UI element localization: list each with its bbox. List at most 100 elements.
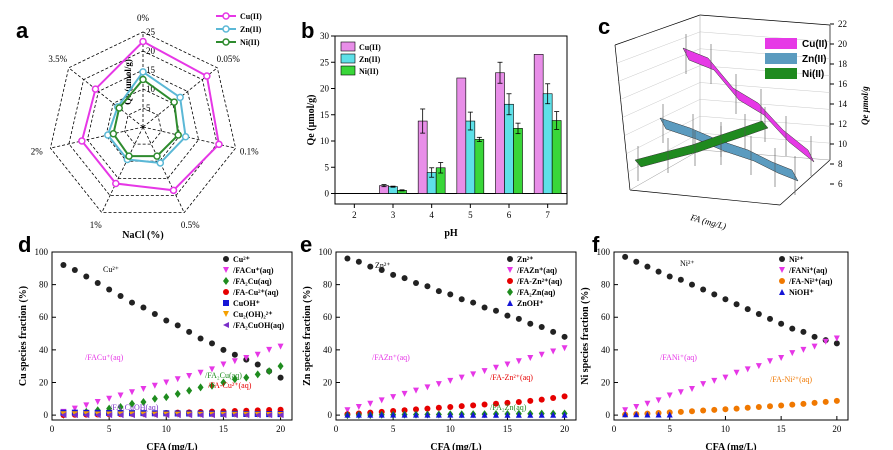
data-point (220, 361, 227, 368)
legend-swatch (765, 38, 797, 49)
y-tick-label: 100 (597, 247, 611, 257)
data-point (833, 335, 840, 342)
legend-swatch (340, 65, 356, 76)
scatter-chart-d: 0 5 10 15 20 0 20 40 60 80 100 CFA (mg/L) Cu species… (18, 247, 293, 450)
x-axis-label: CFA (mg/L) (430, 442, 481, 450)
panel-label-d: d (18, 232, 31, 257)
3d-line-chart-c: 6 8 10 12 14 16 18 20 22 Qe μmol/g FA (mg/L) Cu(II)… (614, 14, 870, 231)
y-tick-label: 80 (39, 280, 49, 290)
bar (504, 103, 514, 194)
data-point (94, 412, 101, 419)
y-tick-label: 20 (39, 377, 49, 387)
data-point (677, 408, 684, 415)
data-point (435, 404, 442, 411)
data-point (231, 375, 238, 384)
x-tick-label: 0 (334, 424, 339, 434)
data-point (401, 407, 408, 414)
data-point (470, 402, 477, 409)
data-point (481, 411, 488, 418)
radar-axis-label: 1% (90, 220, 103, 230)
data-point (677, 389, 684, 396)
data-point (711, 291, 718, 298)
data-point (800, 346, 807, 353)
z-tick-label: 6 (838, 179, 843, 189)
data-point (507, 256, 513, 262)
data-point (644, 411, 651, 418)
data-point (344, 407, 351, 414)
data-point (413, 411, 419, 418)
legend-label: Zn(II) (802, 54, 826, 65)
data-point (515, 399, 522, 406)
data-point (493, 364, 499, 371)
data-point (481, 401, 488, 408)
radar-tick-label: 5 (146, 103, 151, 113)
box-edge (699, 149, 831, 161)
data-point (666, 392, 673, 399)
y-tick-label: 60 (39, 312, 49, 322)
ribbon-cu (682, 47, 815, 163)
data-point (367, 400, 374, 407)
data-point (254, 412, 261, 419)
bar (495, 72, 505, 194)
data-point (209, 381, 215, 390)
data-point (117, 293, 124, 300)
data-point (223, 267, 229, 273)
x-tick-label: 10 (446, 424, 456, 434)
data-point (744, 366, 751, 373)
data-point (633, 258, 640, 265)
data-point (733, 369, 740, 376)
data-point (767, 315, 773, 322)
data-point (507, 300, 513, 306)
data-point (700, 381, 707, 388)
x-tick-label: 20 (832, 424, 842, 434)
data-point (744, 306, 751, 313)
data-point (550, 328, 557, 335)
legend-label: Ni(II) (359, 67, 379, 76)
annotation: /FA-Cu²⁺(aq) (208, 381, 252, 390)
plot-frame (334, 35, 568, 205)
data-point (538, 351, 545, 358)
annotation: /FACu⁺(aq) (85, 353, 124, 362)
x-tick-label: 15 (777, 424, 787, 434)
data-point (140, 304, 147, 311)
data-point (94, 399, 101, 406)
data-point (633, 403, 640, 410)
z-axis-label: Qe μmol/g (860, 86, 870, 125)
data-point (515, 411, 522, 418)
data-point (197, 369, 204, 376)
radar-ring (86, 69, 200, 179)
data-point (266, 367, 273, 376)
scatter-chart-e: 0 5 10 15 20 0 20 40 60 80 100 CFA (mg/L) Zn species… (302, 247, 577, 450)
annotation: /FA-Zn²⁺(aq) (490, 373, 533, 382)
data-point (117, 392, 124, 399)
y-tick-label: 100 (35, 247, 49, 257)
x-axis-label: FA (mg/L) (689, 212, 728, 231)
data-point (117, 412, 124, 419)
radar-ring (124, 107, 162, 145)
data-point (800, 328, 807, 335)
grid-line (699, 82, 831, 93)
data-point (151, 412, 158, 419)
data-point (470, 299, 477, 306)
data-point (367, 263, 374, 270)
plot-frame (51, 251, 293, 421)
bar (513, 128, 523, 194)
bar (456, 77, 467, 194)
data-point (538, 411, 545, 418)
data-point (186, 328, 193, 335)
radar-point (203, 72, 211, 80)
z-tick-label: 14 (838, 99, 848, 109)
data-point (458, 296, 465, 303)
legend-label: /FA-Ni²⁺(aq) (788, 277, 833, 286)
data-point (129, 399, 135, 408)
x-axis-label: NaCl (%) (122, 230, 163, 241)
data-point (677, 276, 684, 283)
bar-chart-b: 0 5 10 15 20 25 30 2 3 4 5 6 7 pH Qe (μmol/g) Cu(II) Zn(… (306, 31, 568, 239)
radar-point (215, 140, 223, 149)
data-point (666, 411, 673, 418)
grid-line (620, 65, 701, 100)
data-point (504, 361, 511, 368)
radar-point (181, 132, 190, 141)
data-point (243, 355, 250, 362)
legend-label: /FA₂Zn(aq) (516, 288, 556, 297)
